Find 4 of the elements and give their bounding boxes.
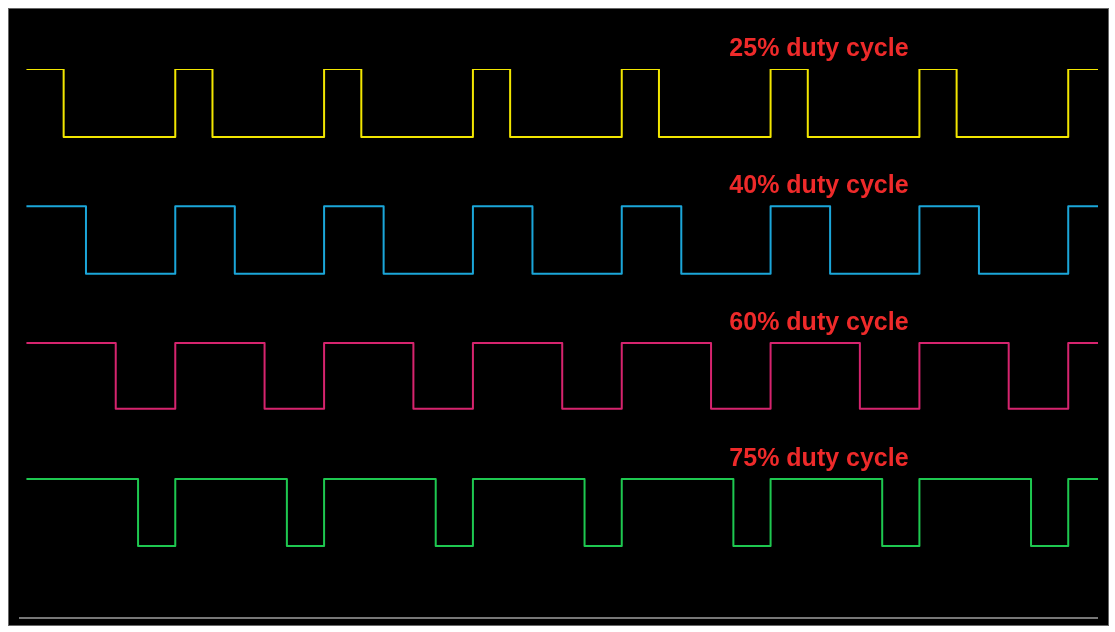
series-label: 25% duty cycle: [728, 33, 910, 62]
series-label: 60% duty cycle: [728, 306, 910, 336]
series-label: 40% duty cycle: [728, 170, 910, 200]
series-label: 75% duty cycle: [728, 443, 910, 473]
